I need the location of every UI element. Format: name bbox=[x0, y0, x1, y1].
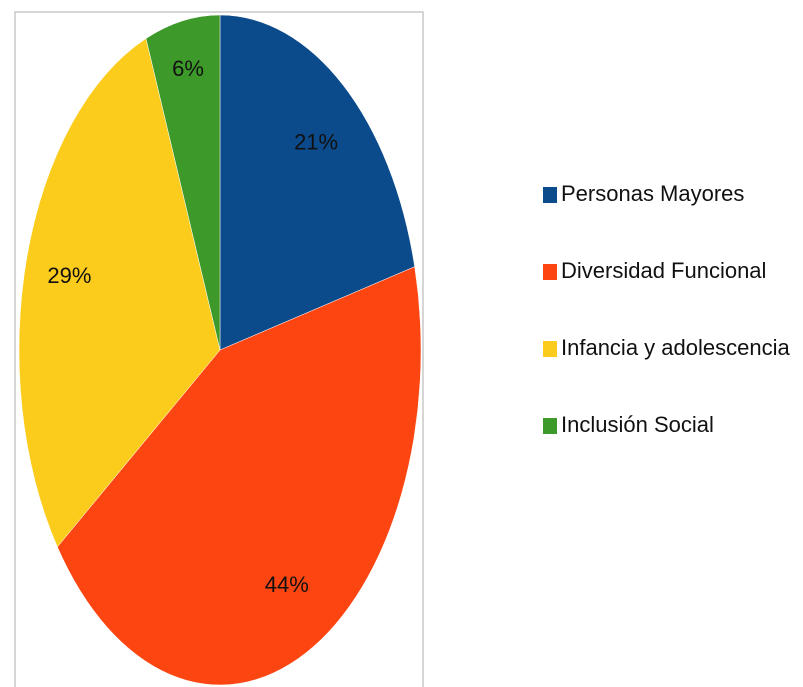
legend-swatch bbox=[543, 264, 557, 280]
data-label: 21% bbox=[294, 129, 338, 154]
legend-label: Inclusión Social bbox=[561, 412, 714, 437]
data-label: 6% bbox=[172, 56, 204, 81]
pie-slice bbox=[145, 14, 221, 351]
data-label: 44% bbox=[265, 572, 309, 597]
legend-label: Diversidad Funcional bbox=[561, 258, 766, 283]
legend-label: Personas Mayores bbox=[561, 181, 744, 206]
pie-slice bbox=[18, 38, 221, 548]
legend-swatch bbox=[543, 187, 557, 203]
legend-swatch bbox=[543, 418, 557, 434]
legend-swatch bbox=[543, 341, 557, 357]
pie-slice bbox=[57, 266, 422, 686]
pie-slice bbox=[219, 14, 415, 351]
legend-label: Infancia y adolescencia bbox=[561, 335, 790, 360]
data-label: 29% bbox=[47, 263, 91, 288]
plot-frame bbox=[14, 11, 424, 687]
